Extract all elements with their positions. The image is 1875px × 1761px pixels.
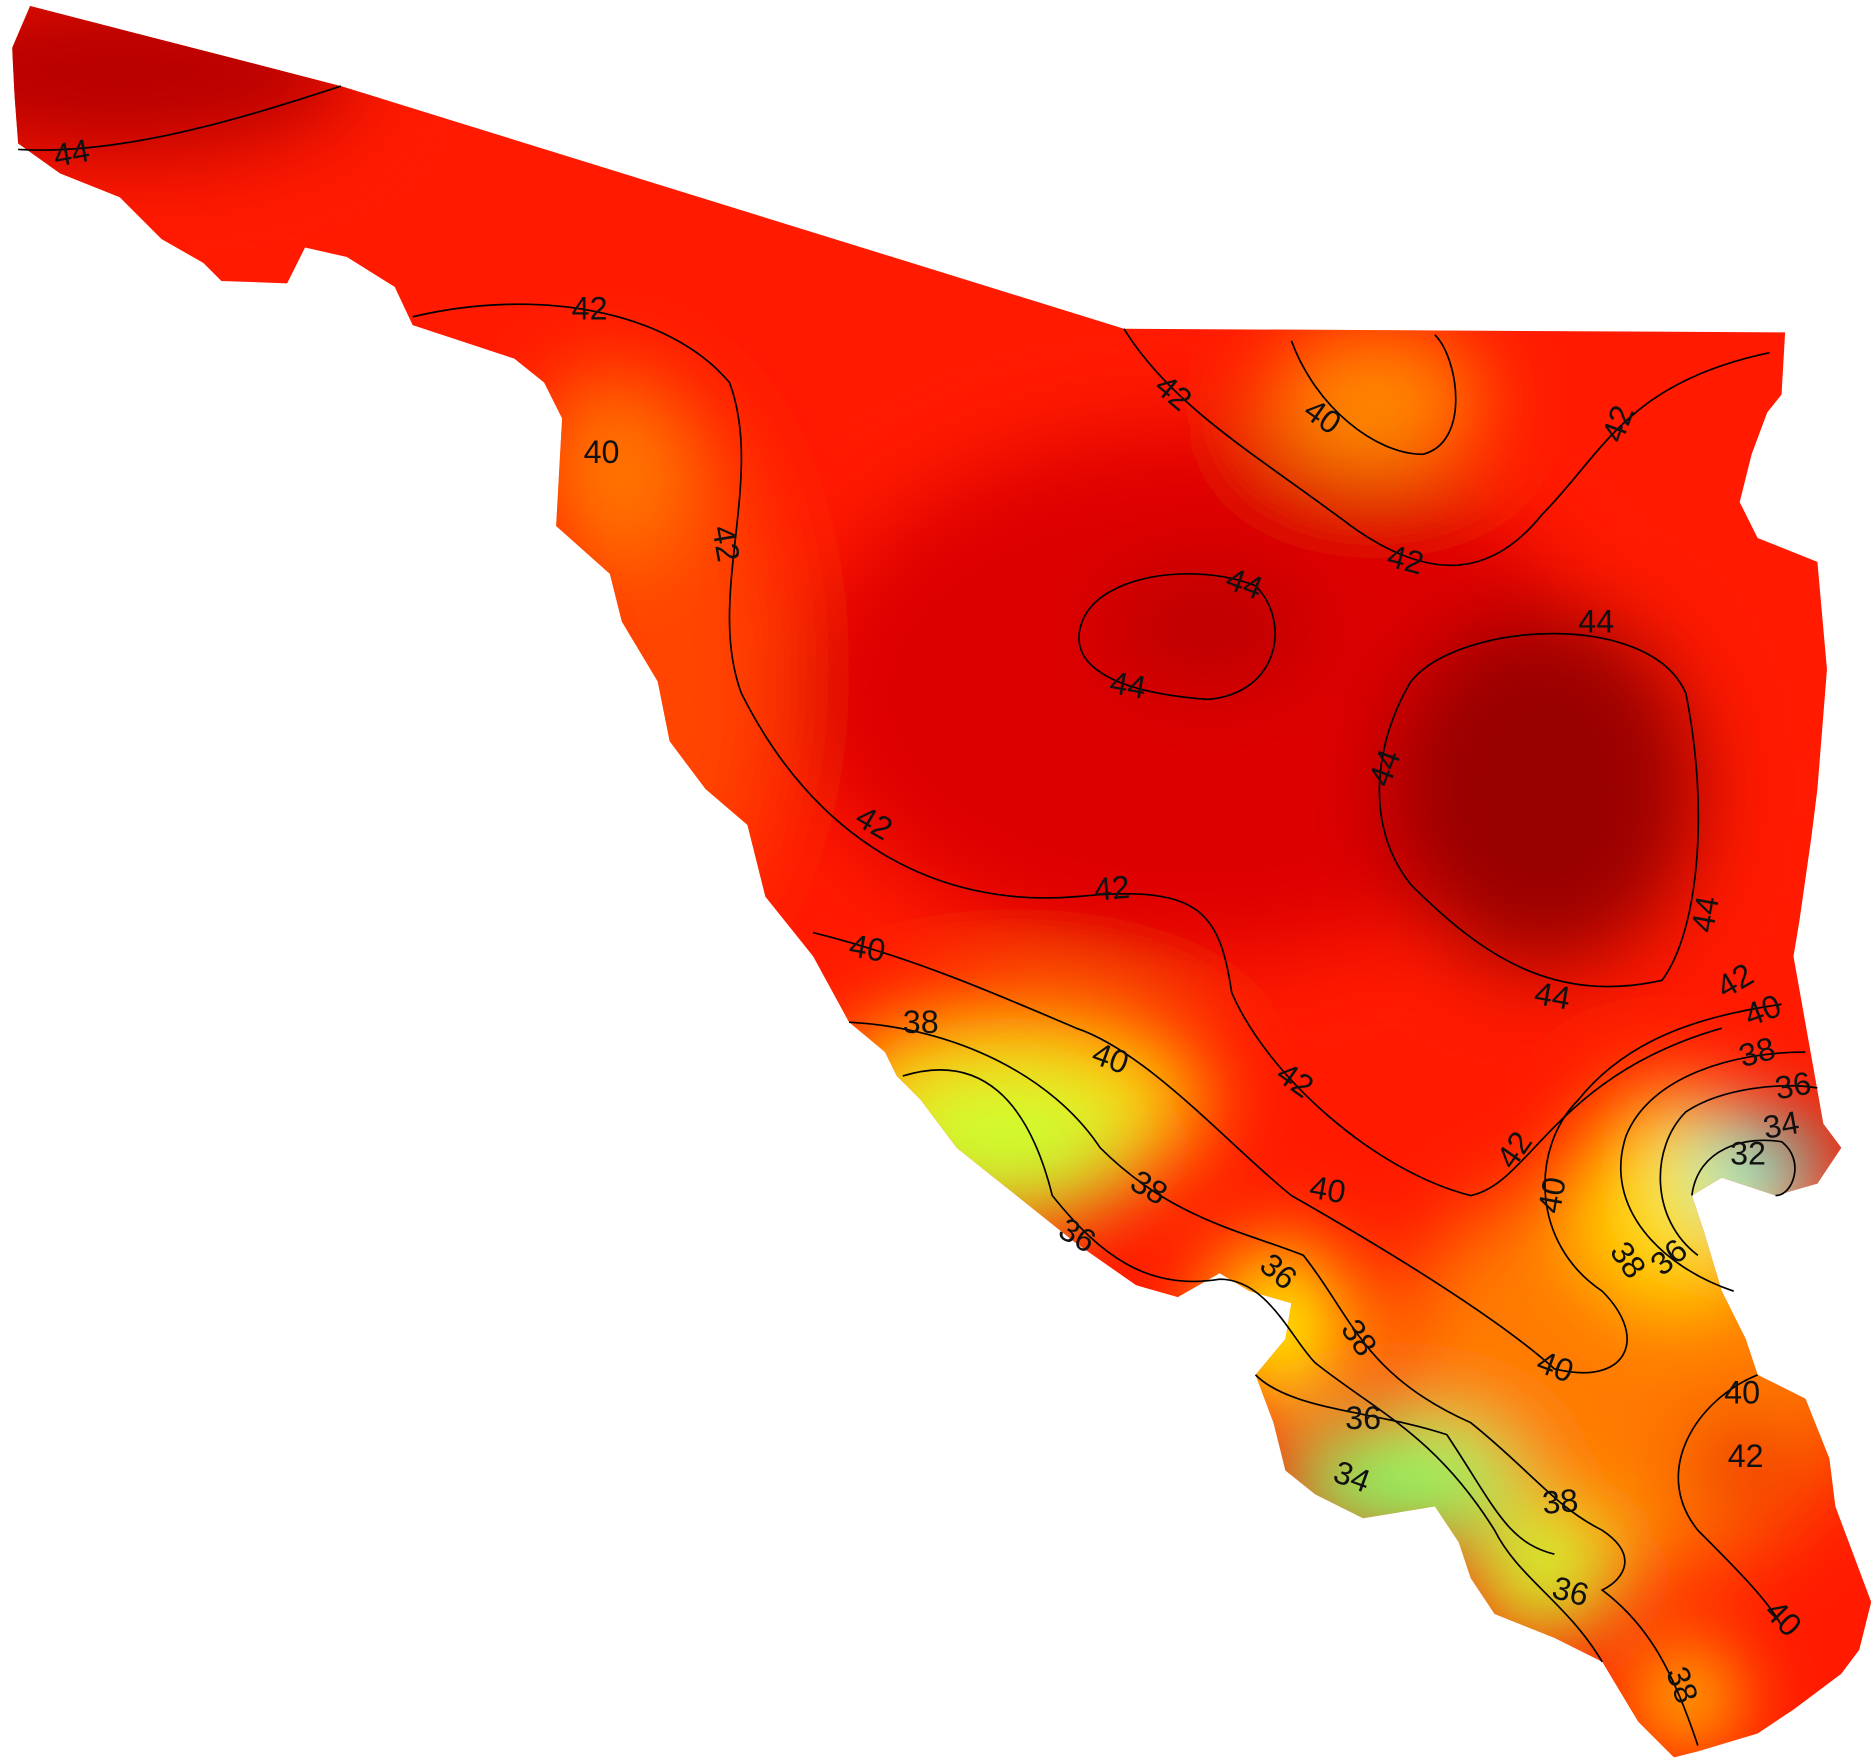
contour-label: 38 bbox=[903, 1004, 939, 1040]
isolines bbox=[18, 85, 1818, 1746]
contour-label: 44 bbox=[1684, 893, 1726, 935]
contour-label: 44 bbox=[51, 132, 93, 174]
contour-label: 44 bbox=[1578, 604, 1614, 640]
contour-label: 40 bbox=[1531, 1174, 1573, 1216]
contour-label: 42 bbox=[1728, 1438, 1764, 1474]
contour-label: 32 bbox=[1730, 1136, 1766, 1172]
contour-label: 42 bbox=[705, 523, 747, 565]
contour-label: 34 bbox=[1760, 1104, 1802, 1146]
contour-label: 40 bbox=[847, 927, 889, 969]
contour-label: 42 bbox=[1092, 869, 1131, 908]
contour-label: 42 bbox=[572, 290, 608, 326]
contour-label: 44 bbox=[1107, 664, 1149, 706]
contour-label: 38 bbox=[1541, 1482, 1580, 1521]
contour-label: 44 bbox=[1532, 975, 1574, 1017]
contour-label: 40 bbox=[1307, 1169, 1349, 1211]
contour-label: 40 bbox=[584, 434, 620, 470]
contour-label: 36 bbox=[1345, 1400, 1381, 1436]
contour-label: 40 bbox=[1724, 1375, 1760, 1411]
contour-label: 36 bbox=[1772, 1065, 1814, 1107]
